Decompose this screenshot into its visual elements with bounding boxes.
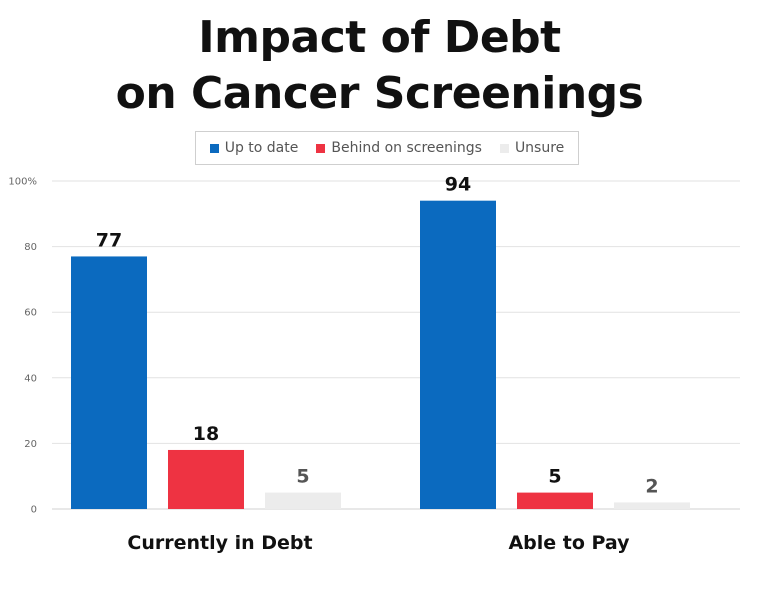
legend-swatch-up-to-date [209, 143, 219, 153]
chart-title-line-1: Impact of Debt [198, 12, 561, 63]
y-tick-label: 60 [24, 308, 37, 319]
bar [71, 256, 147, 509]
bar [517, 492, 593, 509]
y-tick-label: 20 [24, 439, 37, 450]
bar [168, 449, 244, 509]
legend-item-behind: Behind on screenings [316, 140, 482, 156]
legend-label-unsure: Unsure [514, 140, 565, 156]
bar [614, 502, 690, 509]
y-tick-label: 0 [31, 505, 37, 516]
bar [265, 492, 341, 509]
chart-legend: Up to date Behind on screenings Unsure [195, 131, 579, 165]
y-tick-label: 80 [24, 242, 37, 253]
x-category-label: Able to Pay [508, 532, 630, 554]
legend-item-up-to-date: Up to date [209, 140, 299, 156]
legend-swatch-unsure [499, 143, 509, 153]
data-label: 94 [445, 174, 471, 196]
data-label: 5 [548, 466, 561, 488]
data-label: 77 [96, 229, 122, 251]
legend-label-up-to-date: Up to date [224, 140, 299, 156]
bar [420, 200, 496, 509]
chart-title-line-2: on Cancer Screenings [115, 68, 644, 119]
data-label: 5 [296, 466, 309, 488]
chart-title: Impact of Debt on Cancer Screenings [0, 10, 759, 122]
x-category-label: Currently in Debt [127, 532, 312, 554]
legend-item-unsure: Unsure [499, 140, 565, 156]
data-label: 18 [193, 423, 219, 445]
legend-swatch-behind [316, 143, 326, 153]
y-tick-label: 100% [8, 177, 37, 188]
data-label: 2 [645, 475, 658, 497]
y-tick-label: 40 [24, 373, 37, 384]
legend-label-behind: Behind on screenings [331, 140, 482, 156]
